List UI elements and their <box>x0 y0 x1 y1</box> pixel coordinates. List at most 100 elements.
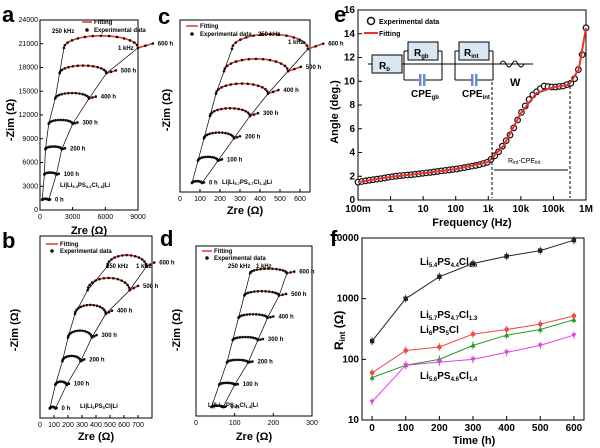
data-point-f <box>504 350 510 356</box>
y-tick-label-e: 10 <box>344 76 356 87</box>
data-point-b <box>121 254 124 257</box>
data-point-a <box>78 92 81 95</box>
data-point-c <box>237 107 240 111</box>
data-point-b <box>68 354 71 358</box>
time-label-b: 0 h <box>62 406 71 412</box>
x-axis-label-d: Zre (Ω) <box>236 431 273 443</box>
data-point-a <box>63 92 67 95</box>
data-point-a <box>66 41 69 44</box>
panel-label-d: d <box>160 226 173 251</box>
y-axis-label-c: -Zim (Ω) <box>161 88 173 131</box>
y-tick-label-a: 9000 <box>22 136 38 143</box>
data-point-c <box>279 62 283 65</box>
data-point-d <box>231 358 235 362</box>
y-tick-label-e: 8 <box>349 100 355 111</box>
circuit-cpeint-label: CPEint <box>462 89 490 101</box>
x-axis-label-a: Zre (Ω) <box>71 225 108 237</box>
legend-label-exp-e: Experimental data <box>379 19 439 26</box>
y-tick-label-a: 24000 <box>19 17 39 24</box>
data-point-c <box>241 108 244 112</box>
data-point-a <box>59 118 62 122</box>
data-point-c <box>238 134 242 138</box>
x-ticks-e: 100m 1 10 100 1k 10k 100k 1M <box>345 196 593 215</box>
circuit-cpegb-label: CPEgb <box>411 89 439 101</box>
data-point-b <box>107 260 111 263</box>
y-tick-label-a: 18000 <box>19 65 39 72</box>
x-tick-label-e: 1 <box>388 204 394 215</box>
data-point-b <box>98 277 101 281</box>
y-tick-label-f: 1000 <box>337 294 360 305</box>
data-point-c <box>204 155 208 159</box>
data-point-b <box>83 329 87 333</box>
freq-label-low-b: 1 kHz <box>136 264 152 270</box>
x-axis-label-c: Zre (Ω) <box>227 205 264 217</box>
x-tick-label-f: 0 <box>369 423 375 434</box>
x-tick-label-c: 400 <box>254 196 266 203</box>
y-tick-label-f: 10000 <box>331 233 359 244</box>
data-point-a <box>91 96 94 99</box>
data-point-b <box>89 303 92 307</box>
y-tick-label-e: 2 <box>349 171 355 182</box>
data-point-b <box>85 303 89 307</box>
data-point-a <box>73 121 77 125</box>
data-point-d <box>285 271 289 275</box>
data-point-b <box>69 331 72 335</box>
time-label-d: 300 h <box>268 337 284 343</box>
data-point-c <box>233 107 236 110</box>
data-point-c <box>220 86 223 89</box>
rint-series-f <box>369 236 577 406</box>
time-label-c: 400 h <box>283 88 299 94</box>
data-point-d <box>244 292 248 295</box>
x-tick-label-f: 400 <box>498 423 515 434</box>
nyquist-arcs-c: 0 h 100 h 200 h 300 h 400 h 500 h 600 h <box>190 32 344 186</box>
x-tick-label-b: 700 <box>132 422 144 429</box>
data-point-a <box>63 43 67 47</box>
x-tick-label-c: 300 <box>234 196 246 203</box>
y-tick-label-a: 12000 <box>19 112 39 119</box>
time-label-a: 200 h <box>70 146 86 152</box>
data-point-c <box>227 132 230 136</box>
data-point-a <box>51 119 55 123</box>
data-point-d <box>251 360 254 363</box>
data-point-d <box>234 336 237 340</box>
legend-label-fitting-c: Fitting <box>200 24 219 30</box>
data-point-b <box>86 330 89 334</box>
data-point-d <box>260 289 264 293</box>
data-point-c <box>293 67 296 71</box>
y-axis-label-e: Angle (deg.) <box>329 80 341 144</box>
data-point-d <box>271 290 274 294</box>
data-point-b <box>92 303 96 307</box>
freq-label-high-a: 250 kHz <box>52 29 74 35</box>
data-point-d <box>252 269 256 272</box>
data-point-c <box>247 57 251 61</box>
data-point-c <box>274 60 278 63</box>
x-tick-label-b: 600 <box>118 422 130 429</box>
guide-line-high-b <box>49 266 108 409</box>
legend-label-fitting-e: Fitting <box>379 31 400 38</box>
x-tick-label-b: 100 <box>48 422 60 429</box>
data-point-d <box>264 290 267 293</box>
data-point-c <box>314 44 317 48</box>
data-point-b <box>127 286 131 289</box>
x-axis-label-b: Zre (Ω) <box>78 431 115 443</box>
y-axis-label-d: -Zim (Ω) <box>171 308 183 351</box>
data-point-a <box>74 91 78 95</box>
data-point-a <box>76 121 79 124</box>
panel-label-e: e <box>334 2 346 27</box>
data-point-c <box>268 58 272 62</box>
data-point-f <box>571 333 577 338</box>
data-point-c <box>251 83 255 86</box>
data-point-a <box>81 92 84 96</box>
x-tick-label-f: 100 <box>397 423 414 434</box>
data-point-a <box>67 91 70 95</box>
data-point-b <box>98 305 102 309</box>
time-label-a: 600 h <box>158 42 174 48</box>
nyquist-arcs-a: 0 h 100 h 200 h 300 h 400 h 500 h 600 h <box>40 34 174 203</box>
data-point-d <box>275 267 278 271</box>
time-label-c: 100 h <box>227 157 243 163</box>
data-point-d <box>255 268 259 271</box>
data-point-f <box>437 344 442 350</box>
circuit-rb <box>371 54 403 74</box>
time-label-c: 0 h <box>209 180 218 186</box>
x-tick-label-f: 200 <box>431 423 448 434</box>
